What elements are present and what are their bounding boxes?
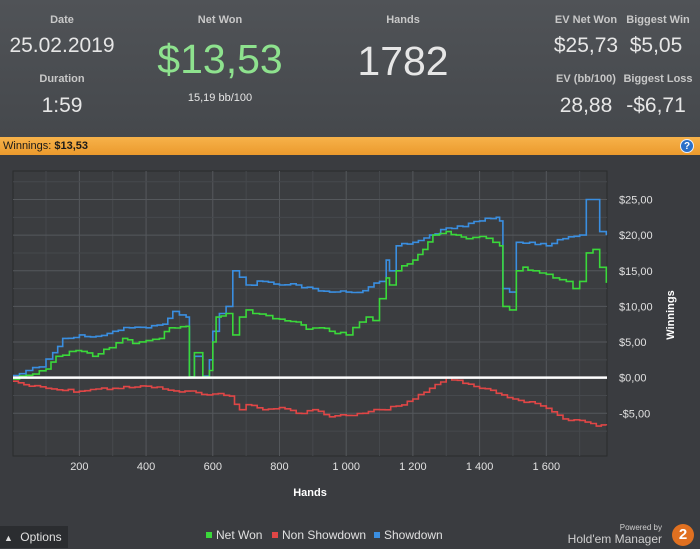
footer: ▲ Options Net Won Non Showdown Showdown … [0, 522, 700, 548]
showdown-swatch [374, 532, 380, 538]
legend-showdown[interactable]: Showdown [374, 528, 443, 542]
non-showdown-line [13, 376, 608, 427]
x-tick-label: 1 400 [466, 461, 494, 473]
date-value: 25.02.2019 [9, 34, 115, 57]
winnings-amount: $13,53 [54, 140, 89, 152]
x-tick-label: 400 [137, 461, 155, 473]
ev-bb100-value: 28,88 [559, 94, 613, 117]
winnings-chart: 200 400 600 800 1 000 1 200 1 400 1 600 -$5,00 $0… [12, 170, 677, 499]
showdown-line [13, 198, 608, 378]
duration-value: 1:59 [41, 94, 83, 117]
duration-label: Duration [39, 73, 85, 85]
y-tick-label: $10,00 [619, 301, 653, 313]
x-tick-label: 1 600 [533, 461, 561, 473]
y-tick-label: $0,00 [619, 373, 647, 385]
biggest-win-value: $5,05 [629, 34, 683, 57]
ev-bb100-label: EV (bb/100) [556, 73, 616, 85]
biggest-win-label: Biggest Win [626, 14, 690, 26]
x-tick-label: 1 000 [332, 461, 360, 473]
help-icon[interactable]: ? [680, 139, 694, 153]
biggest-loss-value: -$6,71 [626, 94, 686, 117]
winnings-text: Winnings: $13,53 [3, 137, 88, 155]
x-tick-label: 600 [204, 461, 222, 473]
y-tick-label: $15,00 [619, 266, 653, 278]
legend-net-won-label: Net Won [216, 528, 263, 542]
biggest-loss-label: Biggest Loss [623, 73, 693, 85]
netwon-label: Net Won [197, 14, 243, 26]
legend-non-showdown-label: Non Showdown [282, 528, 367, 542]
winnings-bar: Winnings: $13,53 ? [0, 137, 700, 155]
winnings-prefix: Winnings: [3, 140, 52, 152]
hands-value: 1782 [357, 38, 449, 84]
legend-net-won[interactable]: Net Won [206, 528, 262, 542]
plot-background [12, 170, 608, 457]
y-tick-label: -$5,00 [619, 408, 650, 420]
hm2-logo-icon: 2 [672, 524, 694, 546]
y-tick-label: $25,00 [619, 195, 653, 207]
non-showdown-swatch [272, 532, 278, 538]
net-won-line [13, 230, 608, 380]
stats-panel: Date 25.02.2019 Duration 1:59 Net Won $1… [0, 0, 700, 137]
net-won-swatch [206, 532, 212, 538]
x-axis-title: Hands [293, 487, 327, 499]
brand-name: Hold'em Manager [567, 532, 662, 546]
ev-netwon-value: $25,73 [553, 34, 619, 57]
legend-showdown-label: Showdown [384, 528, 443, 542]
x-tick-label: 200 [70, 461, 88, 473]
options-button[interactable]: ▲ Options [0, 526, 68, 548]
x-tick-label: 800 [270, 461, 288, 473]
chart-area: 200 400 600 800 1 000 1 200 1 400 1 600 -$5,00 $0… [0, 155, 700, 525]
netwon-value: $13,53 [157, 36, 283, 82]
date-label: Date [50, 14, 74, 26]
hands-label: Hands [386, 14, 420, 26]
chevron-up-icon: ▲ [4, 533, 13, 543]
y-tick-label: $20,00 [619, 230, 653, 242]
bb100-value: 15,19 bb/100 [187, 92, 253, 104]
brand: Powered by Hold'em Manager [568, 523, 662, 546]
x-tick-label: 1 200 [399, 461, 427, 473]
y-tick-label: $5,00 [619, 337, 647, 349]
options-label: Options [20, 530, 62, 544]
powered-by-text: Powered by [619, 523, 662, 532]
legend-non-showdown[interactable]: Non Showdown [272, 528, 366, 542]
ev-netwon-label: EV Net Won [554, 14, 618, 26]
y-axis-title: Winnings [665, 290, 677, 339]
